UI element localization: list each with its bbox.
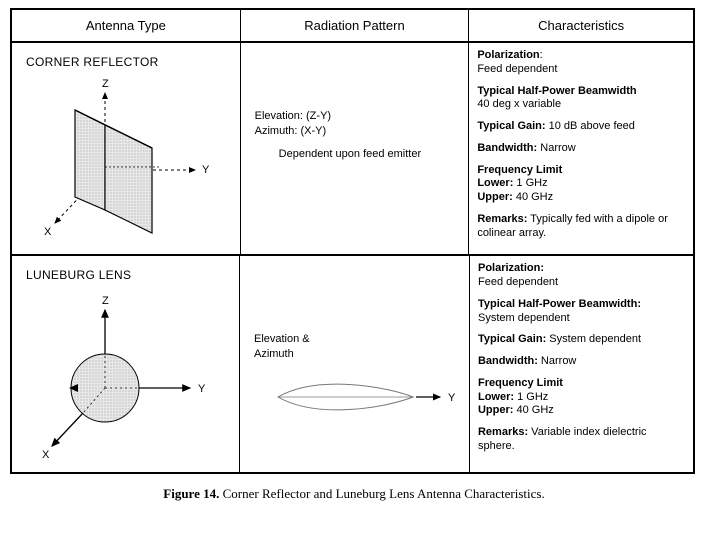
caption-bold: Figure 14. <box>163 486 219 501</box>
freq-lower-value: 1 GHz <box>513 177 547 189</box>
characteristics-block: Polarization:Feed dependent Typical Half… <box>477 49 685 240</box>
radiation-lobe-diagram: Y <box>248 362 461 435</box>
polarization-label: Polarization <box>477 49 539 61</box>
row-luneburg-lens: LUNEBURG LENS <box>12 256 693 472</box>
rad-sub: Dependent upon feed emitter <box>279 147 461 162</box>
axis-z-label: Z <box>102 295 109 307</box>
bw-label: Bandwidth: <box>477 142 537 154</box>
bw-label: Bandwidth: <box>478 355 538 367</box>
cell-radiation-corner: Elevation: (Z-Y) Azimuth: (X-Y) Dependen… <box>241 43 470 254</box>
axis-y-label: Y <box>198 383 206 395</box>
freq-upper-value: 40 GHz <box>513 191 553 203</box>
polarization-value: Feed dependent <box>478 276 558 288</box>
freq-lower-label: Lower: <box>478 391 514 403</box>
remarks-label: Remarks: <box>477 213 527 225</box>
polarization-label: Polarization: <box>478 262 544 274</box>
hpbw-value: 40 deg x variable <box>477 98 561 110</box>
row-corner-reflector: CORNER REFLECTOR <box>12 43 693 256</box>
header-antenna-type: Antenna Type <box>12 10 241 41</box>
bw-value: Narrow <box>538 355 577 367</box>
gain-label: Typical Gain: <box>477 120 545 132</box>
antenna-table: Antenna Type Radiation Pattern Character… <box>10 8 695 474</box>
radiation-text: Elevation: (Z-Y) Azimuth: (X-Y) Dependen… <box>255 109 461 162</box>
freq-lower-value: 1 GHz <box>514 391 548 403</box>
cell-chars-corner: Polarization:Feed dependent Typical Half… <box>469 43 693 254</box>
freq-label: Frequency Limit <box>477 164 562 176</box>
cell-radiation-luneburg: Elevation & Azimuth Y <box>240 256 470 472</box>
gain-value: System dependent <box>546 333 641 345</box>
gain-value: 10 dB above feed <box>546 120 635 132</box>
rad-line2: Azimuth: (X-Y) <box>255 124 461 139</box>
corner-reflector-diagram: Z Y X <box>20 75 232 248</box>
cell-antenna-luneburg: LUNEBURG LENS <box>12 256 240 472</box>
polarization-value: Feed dependent <box>477 63 557 75</box>
axis-x-label: X <box>44 226 52 238</box>
axis-x-label: X <box>42 449 50 461</box>
characteristics-block: Polarization: Feed dependent Typical Half… <box>478 262 685 453</box>
axis-y-label: Y <box>202 164 210 176</box>
figure-caption: Figure 14. Corner Reflector and Luneburg… <box>10 486 698 502</box>
rad-line1: Elevation & <box>254 332 461 347</box>
hpbw-label: Typical Half-Power Beamwidth: <box>478 298 641 310</box>
hpbw-value: System dependent <box>478 312 570 324</box>
header-row: Antenna Type Radiation Pattern Character… <box>12 10 693 43</box>
remarks-label: Remarks: <box>478 426 528 438</box>
caption-text: Corner Reflector and Luneburg Lens Anten… <box>219 486 544 501</box>
freq-lower-label: Lower: <box>477 177 513 189</box>
rad-line1: Elevation: (Z-Y) <box>255 109 461 124</box>
hpbw-label: Typical Half-Power Beamwidth <box>477 85 636 97</box>
freq-upper-value: 40 GHz <box>513 404 553 416</box>
luneburg-diagram: Z Y X <box>20 288 231 466</box>
bw-value: Narrow <box>537 142 576 154</box>
lobe-y-label: Y <box>448 392 456 404</box>
header-characteristics: Characteristics <box>469 10 693 41</box>
cell-antenna-corner: CORNER REFLECTOR <box>12 43 241 254</box>
freq-upper-label: Upper: <box>477 191 512 203</box>
axis-z-label: Z <box>102 78 109 90</box>
header-radiation-pattern: Radiation Pattern <box>241 10 470 41</box>
cell-chars-luneburg: Polarization: Feed dependent Typical Half… <box>470 256 693 472</box>
freq-label: Frequency Limit <box>478 377 563 389</box>
gain-label: Typical Gain: <box>478 333 546 345</box>
antenna-title: LUNEBURG LENS <box>26 268 231 282</box>
antenna-title: CORNER REFLECTOR <box>26 55 232 69</box>
radiation-text: Elevation & Azimuth <box>254 332 461 362</box>
freq-upper-label: Upper: <box>478 404 513 416</box>
rad-line2: Azimuth <box>254 347 461 362</box>
